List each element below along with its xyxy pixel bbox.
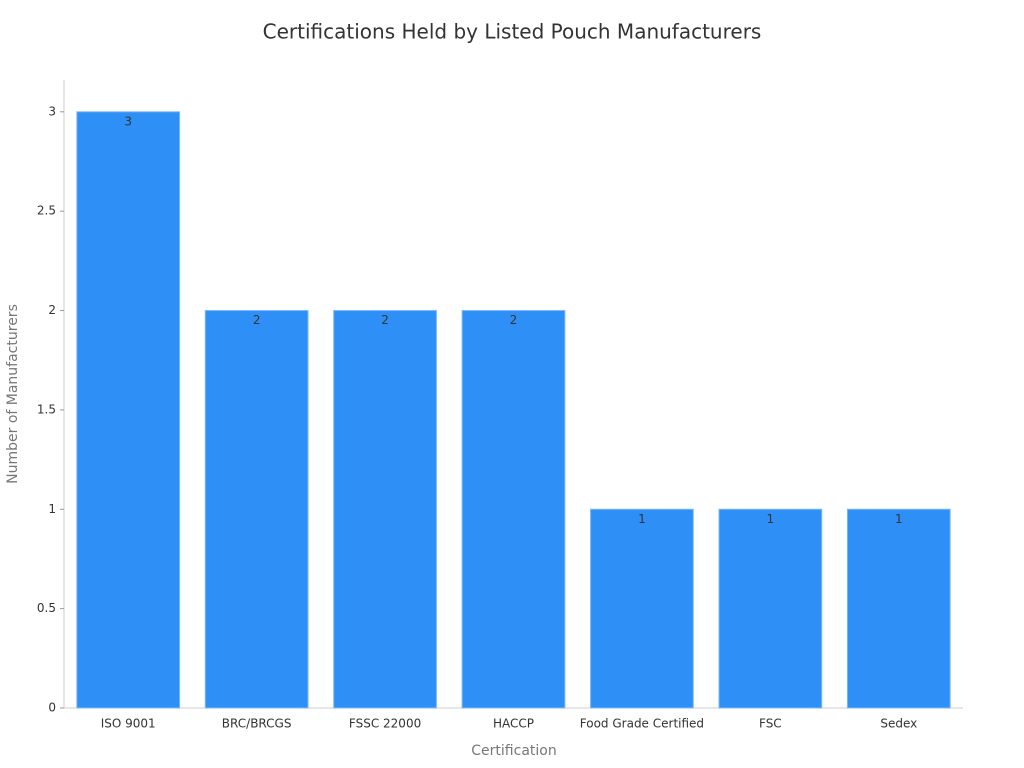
x-axis-title: Certification <box>471 743 556 759</box>
y-tick-label: 3 <box>48 104 56 118</box>
y-tick-label: 0 <box>48 701 56 715</box>
x-tick-label: Sedex <box>880 717 917 731</box>
data-label: 1 <box>767 512 775 526</box>
data-label: 3 <box>124 114 132 128</box>
y-tick-label: 1.5 <box>37 402 56 416</box>
bar <box>333 310 437 709</box>
data-label: 1 <box>638 512 646 526</box>
bar <box>461 310 566 709</box>
y-tick-label: 0.5 <box>37 601 56 615</box>
x-tick-label: FSC <box>759 717 782 731</box>
bar <box>204 310 309 709</box>
bar <box>590 508 694 709</box>
x-tick-label: BRC/BRCGS <box>222 717 292 731</box>
x-tick-label: ISO 9001 <box>101 717 156 731</box>
y-tick-label: 2.5 <box>37 204 56 218</box>
x-tick-label: Food Grade Certified <box>580 717 704 731</box>
data-label: 2 <box>510 313 518 327</box>
y-tick-label: 1 <box>48 502 56 516</box>
y-tick-label: 2 <box>48 303 56 317</box>
bar <box>76 111 181 709</box>
x-tick-label: FSSC 22000 <box>349 717 421 731</box>
bar <box>846 508 951 709</box>
y-axis-title: Number of Manufacturers <box>5 304 21 484</box>
x-tick-label: HACCP <box>493 717 534 731</box>
data-label: 2 <box>381 313 389 327</box>
chart-title: Certifications Held by Listed Pouch Manu… <box>263 20 762 44</box>
data-label: 1 <box>895 512 903 526</box>
data-label: 2 <box>253 313 261 327</box>
bar <box>718 508 823 709</box>
